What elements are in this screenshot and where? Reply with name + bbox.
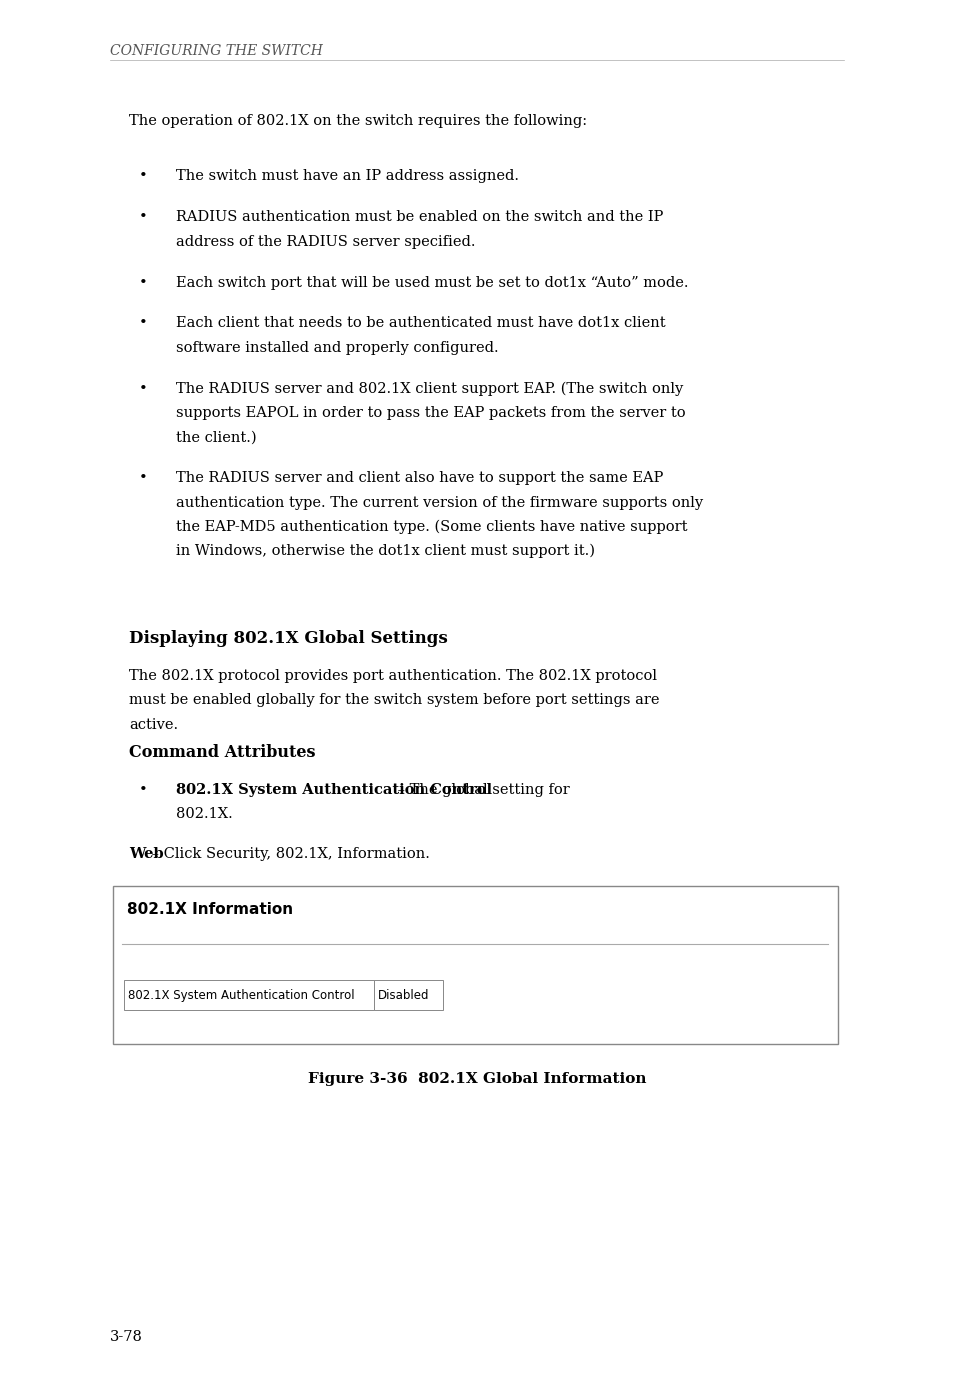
Text: Each switch port that will be used must be set to dot1x “Auto” mode.: Each switch port that will be used must … bbox=[176, 276, 688, 290]
Text: •: • bbox=[138, 783, 147, 797]
Text: – Click Security, 802.1X, Information.: – Click Security, 802.1X, Information. bbox=[147, 847, 429, 861]
Text: 802.1X System Authentication Control: 802.1X System Authentication Control bbox=[128, 988, 355, 1002]
Text: •: • bbox=[138, 382, 147, 396]
Text: The switch must have an IP address assigned.: The switch must have an IP address assig… bbox=[176, 169, 519, 183]
Text: Web: Web bbox=[129, 847, 163, 861]
Text: the client.): the client.) bbox=[176, 430, 257, 444]
Text: 802.1X Information: 802.1X Information bbox=[127, 902, 293, 917]
Text: must be enabled globally for the switch system before port settings are: must be enabled globally for the switch … bbox=[129, 693, 659, 708]
Text: The RADIUS server and 802.1X client support EAP. (The switch only: The RADIUS server and 802.1X client supp… bbox=[176, 382, 683, 396]
Text: •: • bbox=[138, 210, 147, 225]
Text: Each client that needs to be authenticated must have dot1x client: Each client that needs to be authenticat… bbox=[176, 316, 665, 330]
Text: the EAP-MD5 authentication type. (Some clients have native support: the EAP-MD5 authentication type. (Some c… bbox=[176, 520, 687, 534]
Text: address of the RADIUS server specified.: address of the RADIUS server specified. bbox=[176, 235, 476, 248]
Text: CONFIGURING THE SWITCH: CONFIGURING THE SWITCH bbox=[110, 44, 322, 58]
Text: The RADIUS server and client also have to support the same EAP: The RADIUS server and client also have t… bbox=[176, 472, 663, 486]
Text: supports EAPOL in order to pass the EAP packets from the server to: supports EAPOL in order to pass the EAP … bbox=[176, 407, 685, 421]
Text: authentication type. The current version of the firmware supports only: authentication type. The current version… bbox=[176, 496, 703, 509]
Text: 802.1X.: 802.1X. bbox=[176, 808, 233, 822]
Text: 802.1X System Authentication Control: 802.1X System Authentication Control bbox=[176, 783, 492, 797]
Text: Disabled: Disabled bbox=[377, 988, 429, 1002]
Text: – The global setting for: – The global setting for bbox=[393, 783, 569, 797]
Text: •: • bbox=[138, 169, 147, 183]
FancyBboxPatch shape bbox=[112, 886, 837, 1044]
Text: •: • bbox=[138, 276, 147, 290]
Text: 3-78: 3-78 bbox=[110, 1330, 142, 1344]
Text: RADIUS authentication must be enabled on the switch and the IP: RADIUS authentication must be enabled on… bbox=[176, 210, 663, 225]
FancyBboxPatch shape bbox=[374, 980, 442, 1010]
Text: Displaying 802.1X Global Settings: Displaying 802.1X Global Settings bbox=[129, 630, 447, 647]
Text: software installed and properly configured.: software installed and properly configur… bbox=[176, 340, 498, 355]
FancyBboxPatch shape bbox=[124, 980, 374, 1010]
Text: •: • bbox=[138, 472, 147, 486]
Text: Command Attributes: Command Attributes bbox=[129, 744, 314, 761]
Text: The 802.1X protocol provides port authentication. The 802.1X protocol: The 802.1X protocol provides port authen… bbox=[129, 669, 656, 683]
Text: active.: active. bbox=[129, 718, 177, 731]
Text: •: • bbox=[138, 316, 147, 330]
Text: Figure 3-36  802.1X Global Information: Figure 3-36 802.1X Global Information bbox=[308, 1072, 645, 1085]
Text: The operation of 802.1X on the switch requires the following:: The operation of 802.1X on the switch re… bbox=[129, 114, 586, 128]
Text: in Windows, otherwise the dot1x client must support it.): in Windows, otherwise the dot1x client m… bbox=[176, 544, 595, 558]
